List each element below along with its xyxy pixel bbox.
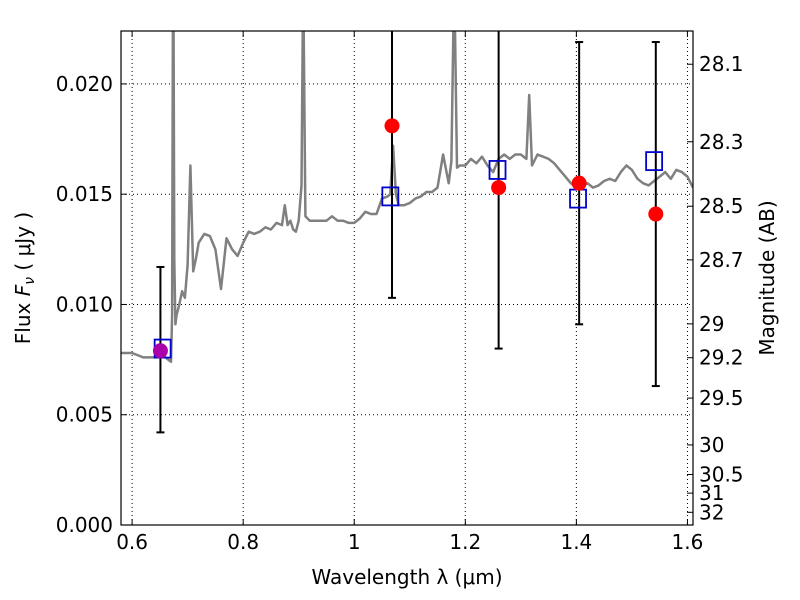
y2-tick-label: 29 (699, 312, 724, 336)
y-axis: 0.000 0.005 0.010 0.015 0.020 (56, 72, 127, 537)
x-axis: 0.6 0.8 1 1.2 1.4 1.6 (116, 31, 703, 554)
y2-tick-label: 28.7 (699, 248, 744, 272)
observed-flux-marker (384, 118, 400, 134)
observed-flux-marker (152, 343, 168, 359)
plot-background (121, 31, 693, 525)
y-tick-label: 0.000 (56, 513, 113, 537)
observed-flux-marker (571, 175, 587, 191)
y2-tick-label: 31 (699, 481, 724, 505)
y-tick-label: 0.015 (56, 182, 113, 206)
y2-tick-label: 28.1 (699, 52, 744, 76)
y2-tick-label: 29.2 (699, 346, 744, 370)
observed-flux-marker (648, 206, 664, 222)
y2-tick-label: 29.5 (699, 386, 744, 410)
y-axis-label-pre: Flux (11, 296, 35, 344)
model-photometry-marker (645, 151, 664, 172)
y2-tick-label: 28.3 (699, 130, 744, 154)
x-tick-label: 1.4 (560, 530, 592, 554)
y-tick-label: 0.020 (56, 72, 113, 96)
x-tick-label: 0.6 (116, 530, 148, 554)
plot-frame (120, 30, 694, 526)
y-axis-label: Flux Fν ( μJy ) (11, 212, 38, 344)
markers (152, 118, 664, 359)
y2-tick-label: 30.5 (699, 462, 744, 486)
y-axis-label-sub: ν (22, 277, 38, 285)
y-tick-label: 0.010 (56, 292, 113, 316)
y2-tick-label: 32 (699, 500, 724, 524)
y-axis-label-post: ( μJy ) (11, 212, 35, 277)
model-photometry-marker (381, 186, 400, 207)
y2-axis-label: Magnitude (AB) (755, 200, 779, 355)
x-tick-label: 1 (348, 530, 361, 554)
x-axis-label: Wavelength λ (μm) (311, 565, 502, 589)
y-axis-label-var: F (11, 284, 35, 296)
y2-tick-label: 30 (699, 433, 724, 457)
x-tick-label: 1.2 (449, 530, 481, 554)
y-tick-label: 0.005 (56, 403, 113, 427)
x-tick-label: 0.8 (227, 530, 259, 554)
x-tick-label: 1.6 (672, 530, 704, 554)
y2-tick-label: 28.5 (699, 194, 744, 218)
observed-flux-marker (491, 180, 507, 196)
model-photometry-marker (488, 160, 507, 180)
